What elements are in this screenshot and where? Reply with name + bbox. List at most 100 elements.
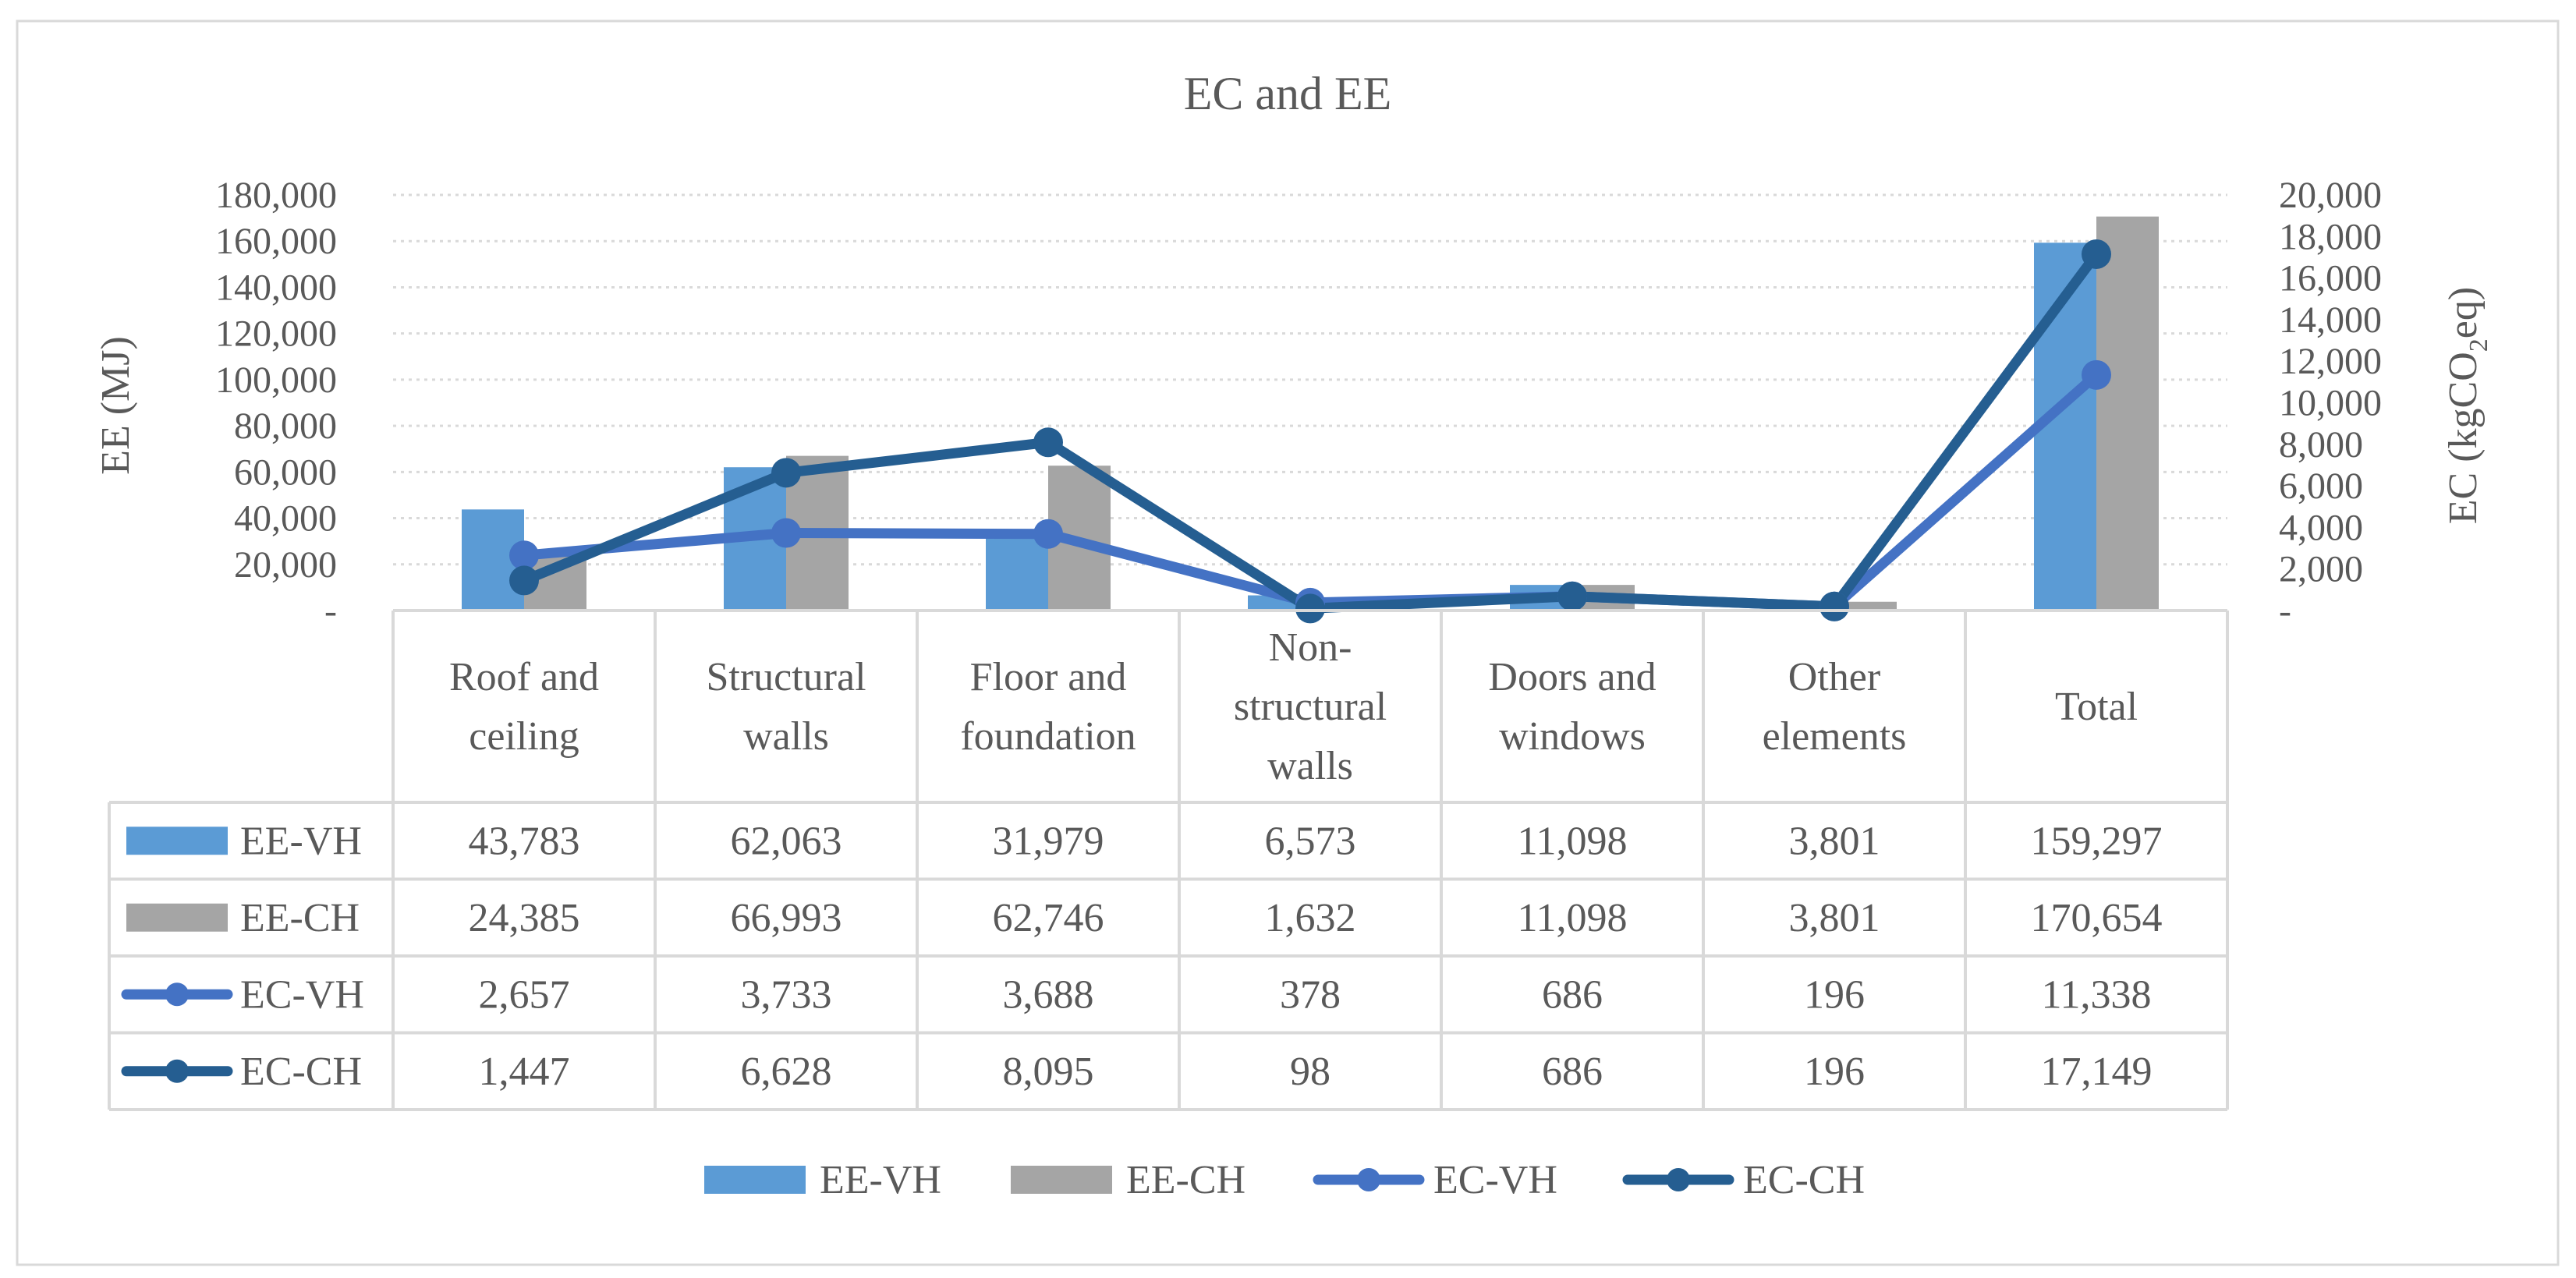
data-label: 196 [1804, 972, 1865, 1017]
key-ec-ch-marker [165, 1059, 189, 1083]
data-label: 43,783 [469, 819, 580, 863]
y-tick-label: 160,000 [215, 221, 337, 262]
data-label: 3,733 [741, 972, 832, 1017]
y-tick-label: 60,000 [234, 451, 337, 493]
row-header: EE-VH [240, 819, 362, 863]
data-label: 159,297 [2031, 819, 2163, 863]
y2-axis-ticks: -2,0004,0006,0008,00010,00012,00014,0001… [2279, 175, 2382, 632]
y2-tick-label: 8,000 [2279, 424, 2363, 466]
legend-label: EC-CH [1743, 1158, 1865, 1202]
category-label: walls [1267, 744, 1353, 788]
data-label: 3,801 [1789, 896, 1880, 940]
data-table: Roof and ceiling Structural walls Floor and f… [108, 609, 2229, 1111]
gridlines [393, 193, 2227, 566]
point-ec-ch [2082, 239, 2111, 269]
y-tick-label: 20,000 [234, 544, 337, 586]
point-ec-ch [1557, 581, 1587, 611]
y-tick-label: 120,000 [215, 313, 337, 355]
y-axis-label: EE (MJ) [94, 336, 138, 475]
data-label: 2,657 [479, 972, 570, 1017]
y2-axis-label: EC (kgCO2eq) [2441, 287, 2493, 524]
category-label: Roof and [449, 655, 599, 699]
category-label: Structural [706, 655, 866, 699]
data-label: 6,573 [1265, 819, 1356, 863]
key-ec-vh-marker [165, 982, 189, 1007]
data-label: 31,979 [993, 819, 1104, 863]
point-ec-ch [1819, 591, 1849, 621]
data-label: 378 [1280, 972, 1341, 1017]
category-label: Total [2055, 685, 2138, 729]
point-ec-ch [509, 565, 539, 596]
key-ee-vh-swatch [704, 1166, 806, 1194]
y-tick-label: 80,000 [234, 405, 337, 447]
y-tick-label: 140,000 [215, 267, 337, 308]
y-tick-label: - [324, 590, 337, 632]
category-label: structural [1234, 685, 1387, 729]
y2-tick-label: 2,000 [2279, 549, 2363, 590]
point-ec-vh [771, 518, 801, 548]
data-label: 196 [1804, 1050, 1865, 1094]
y2-tick-label: - [2279, 590, 2291, 632]
data-label: 66,993 [731, 896, 842, 940]
key-ee-ch-swatch [126, 903, 228, 932]
data-label: 11,338 [2041, 972, 2151, 1017]
y2-tick-label: 12,000 [2279, 341, 2382, 382]
y2-tick-label: 20,000 [2279, 175, 2382, 216]
y2-tick-label: 6,000 [2279, 466, 2363, 507]
point-ec-ch [1295, 593, 1325, 624]
bar-ee-ch [2096, 216, 2159, 611]
row-header: EC-VH [240, 972, 364, 1017]
chart-title: EC and EE [1184, 68, 1392, 119]
data-label: 17,149 [2041, 1050, 2153, 1094]
y-tick-label: 40,000 [234, 498, 337, 540]
y2-tick-label: 4,000 [2279, 507, 2363, 548]
point-ec-vh [2082, 359, 2111, 390]
data-label: 11,098 [1517, 819, 1627, 863]
point-ec-ch [1033, 427, 1063, 458]
legend: EE-VH EE-CH EC-VH EC-CH [704, 1158, 1865, 1202]
category-label: Floor and [970, 655, 1127, 699]
data-label: 6,628 [741, 1050, 832, 1094]
category-label: Other [1788, 655, 1880, 699]
y2-tick-label: 14,000 [2279, 299, 2382, 341]
bar-ee-vh [986, 536, 1048, 611]
row-header: EC-CH [240, 1050, 362, 1094]
key-ec-vh-marker [1357, 1168, 1380, 1191]
y-tick-label: 180,000 [215, 175, 337, 216]
y2-tick-label: 16,000 [2279, 258, 2382, 299]
bar-ee-ch [1834, 601, 1897, 611]
data-label: 170,654 [2031, 896, 2163, 940]
legend-label: EE-CH [1126, 1158, 1245, 1202]
legend-label: EC-VH [1433, 1158, 1557, 1202]
lines [509, 239, 2111, 624]
key-ec-ch-marker [1667, 1168, 1690, 1191]
row-header: EE-CH [240, 896, 360, 940]
y2-tick-label: 10,000 [2279, 383, 2382, 424]
key-ee-vh-swatch [126, 827, 228, 855]
data-label: 686 [1542, 972, 1603, 1017]
data-label: 62,063 [731, 819, 842, 863]
data-label: 3,688 [1003, 972, 1094, 1017]
data-label: 62,746 [993, 896, 1104, 940]
y-tick-label: 100,000 [215, 359, 337, 401]
legend-label: EE-VH [820, 1158, 941, 1202]
point-ec-ch [771, 458, 801, 488]
key-ee-ch-swatch [1011, 1166, 1112, 1194]
point-ec-vh [509, 540, 539, 571]
data-label: 8,095 [1003, 1050, 1094, 1094]
data-label: 24,385 [469, 896, 580, 940]
category-label: ceiling [469, 714, 579, 759]
category-label: Non- [1269, 625, 1352, 670]
data-label: 11,098 [1517, 896, 1627, 940]
category-label: windows [1499, 714, 1646, 759]
point-ec-vh [1033, 519, 1063, 549]
category-label: elements [1763, 714, 1907, 759]
data-label: 98 [1290, 1050, 1331, 1094]
data-label: 3,801 [1789, 819, 1880, 863]
category-label: Doors and [1488, 655, 1656, 699]
category-label: foundation [960, 714, 1136, 759]
data-label: 1,447 [479, 1050, 570, 1094]
